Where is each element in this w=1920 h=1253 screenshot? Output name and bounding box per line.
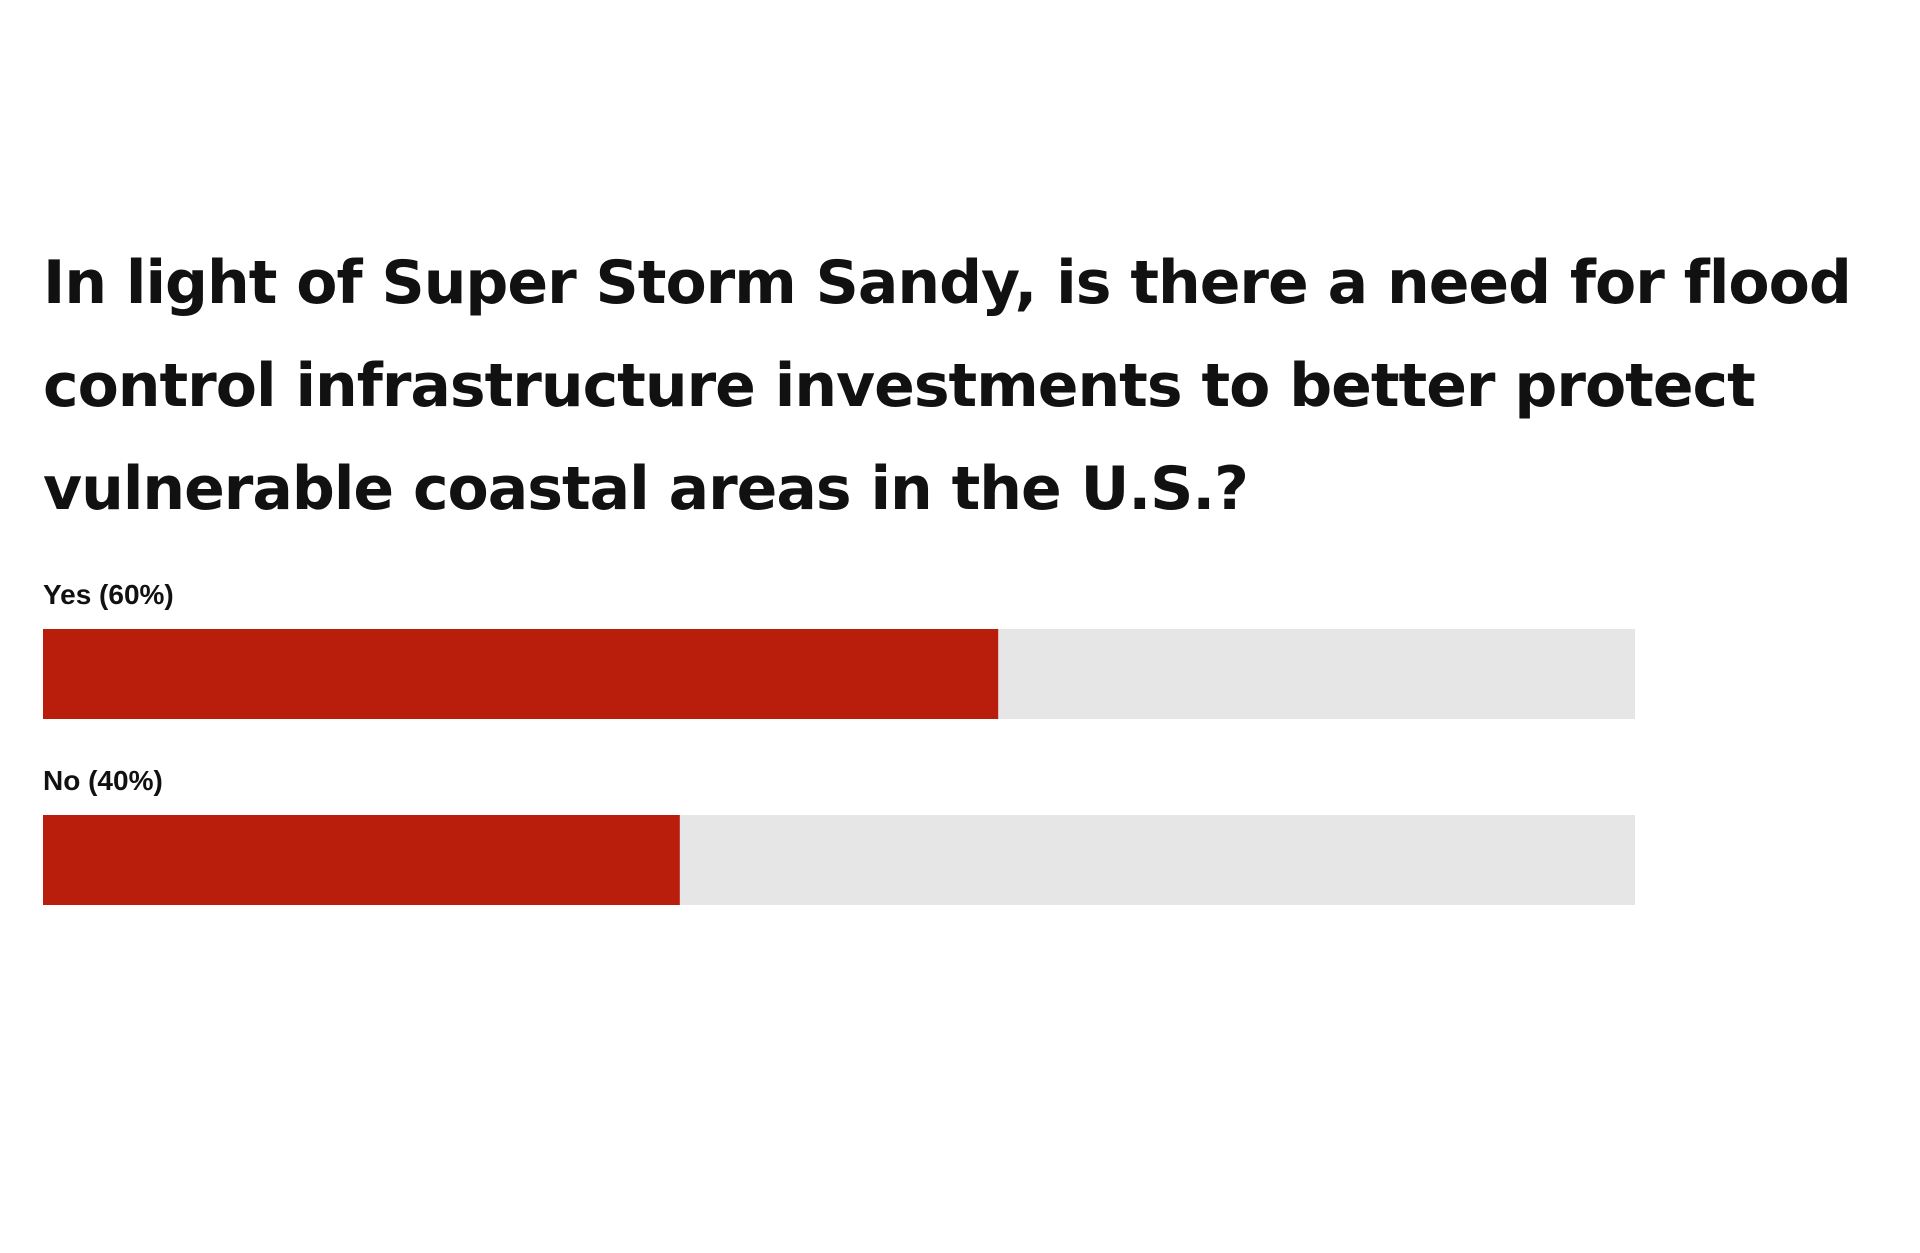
poll-results: Yes (60%) No (40%) [43, 579, 1635, 905]
option-label: No (40%) [43, 765, 163, 796]
option-label: Yes (60%) [43, 579, 174, 610]
poll-question: In light of Super Storm Sandy, is there … [43, 248, 1852, 524]
bar [43, 629, 999, 719]
bar [43, 815, 680, 905]
